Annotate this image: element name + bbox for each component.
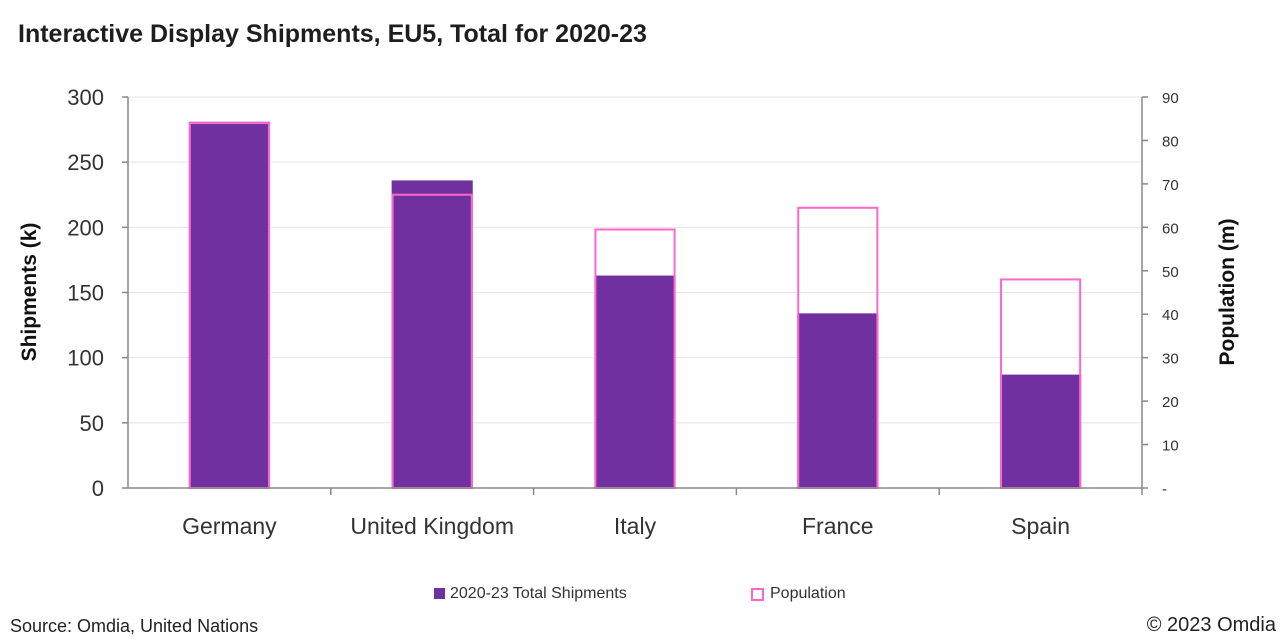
source-note: Source: Omdia, United Nations xyxy=(10,616,259,636)
y-right-tick-label: 60 xyxy=(1162,220,1179,237)
axes xyxy=(122,96,1148,495)
bar-shipments-1 xyxy=(391,180,473,488)
y-tick-label: 100 xyxy=(67,346,104,371)
category-label: Italy xyxy=(614,513,657,539)
y-tick-label: 0 xyxy=(92,476,104,501)
y-tick-label: 250 xyxy=(67,150,104,175)
y-right-tick-label: 20 xyxy=(1162,394,1179,411)
bar-shipments-3 xyxy=(797,313,879,488)
y-tick-label: 300 xyxy=(67,85,104,110)
y-tick-label: 200 xyxy=(67,215,104,240)
y-axis-right-title: Population (m) xyxy=(1216,219,1239,366)
y-right-tick-label: 80 xyxy=(1162,133,1179,150)
legend-label-population: Population xyxy=(770,585,846,602)
y-right-tick-label: 30 xyxy=(1162,351,1179,368)
category-label: Germany xyxy=(182,513,277,539)
legend-swatch-shipments xyxy=(434,588,445,599)
bar-shipments-2 xyxy=(594,275,676,488)
chart-title: Interactive Display Shipments, EU5, Tota… xyxy=(18,20,647,48)
y-tick-label: 150 xyxy=(67,281,104,306)
category-label: United Kingdom xyxy=(350,513,514,539)
bar-shipments-4 xyxy=(1000,374,1082,488)
y-right-tick-label: 70 xyxy=(1162,177,1179,194)
y-right-tick-label: 90 xyxy=(1162,90,1179,107)
y-right-tick-label: 10 xyxy=(1162,438,1179,455)
y-tick-label: 50 xyxy=(80,411,104,436)
tick-labels: 0 50 100 150 200 250 300 - 10 20 30 40 50 60 70 80 90 xyxy=(67,85,1178,501)
y-axis-title: Shipments (k) xyxy=(18,223,41,362)
legend: 2020-23 Total Shipments Population xyxy=(434,585,846,602)
bar-shipments-0 xyxy=(188,121,270,488)
category-labels: Germany United Kingdom Italy France Spain xyxy=(182,513,1070,539)
category-label: France xyxy=(802,513,874,539)
bars xyxy=(188,121,1082,490)
legend-label-shipments: 2020-23 Total Shipments xyxy=(450,585,627,602)
y-right-tick-label: 40 xyxy=(1162,307,1179,324)
y-right-tick-label: 50 xyxy=(1162,264,1179,281)
copyright-note: © 2023 Omdia xyxy=(1146,614,1276,636)
legend-swatch-population xyxy=(751,588,764,601)
y-right-tick-label: - xyxy=(1162,481,1167,498)
category-label: Spain xyxy=(1011,513,1070,539)
